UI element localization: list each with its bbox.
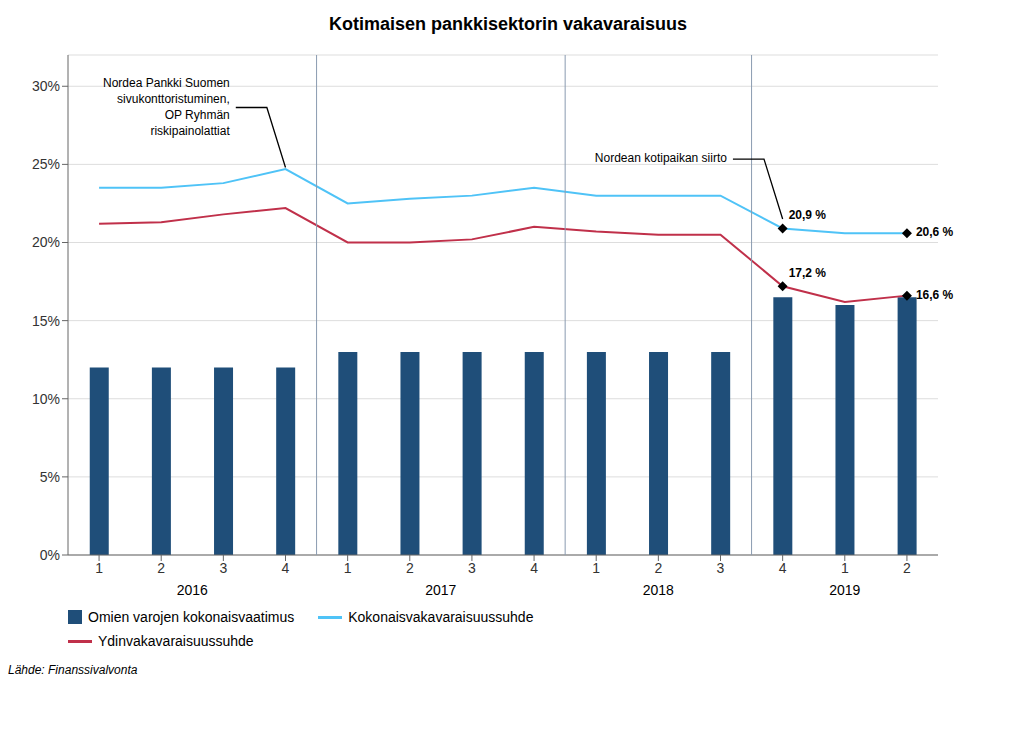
svg-text:30%: 30% (32, 78, 60, 94)
html-text:Ydinvakavaraisuussuhde: Ydinvakavaraisuussuhde (98, 633, 254, 649)
svg-text:2: 2 (903, 560, 911, 576)
svg-text:Nordea Pankki Suomensivukontto: Nordea Pankki Suomensivukonttoristuminen… (103, 76, 230, 138)
svg-text:17,2 %: 17,2 % (789, 266, 827, 280)
html-text:Kotimaisen pankkisektorin vaka: Kotimaisen pankkisektorin vakavaraisuus (328, 14, 688, 34)
svg-text:3: 3 (468, 560, 476, 576)
svg-text:2: 2 (654, 560, 662, 576)
svg-text:3: 3 (717, 560, 725, 576)
svg-text:20,6 %: 20,6 % (916, 225, 954, 239)
svg-text:1: 1 (841, 560, 849, 576)
html-text:Omien varojen kokonaisvaatimus: Omien varojen kokonaisvaatimus (88, 609, 295, 625)
svg-text:25%: 25% (32, 156, 60, 172)
svg-text:16,6 %: 16,6 % (916, 288, 954, 302)
svg-text:2017: 2017 (425, 582, 456, 598)
svg-text:Nordean kotipaikan siirto: Nordean kotipaikan siirto (595, 151, 727, 165)
svg-text:2019: 2019 (829, 582, 860, 598)
svg-text:1: 1 (95, 560, 103, 576)
svg-text:2016: 2016 (177, 582, 208, 598)
svg-text:1: 1 (592, 560, 600, 576)
html-text:Lähde: Finanssivalvonta: Lähde: Finanssivalvonta (8, 663, 138, 677)
svg-text:4: 4 (282, 560, 290, 576)
svg-text:4: 4 (530, 560, 538, 576)
svg-text:1: 1 (344, 560, 352, 576)
html-text:Kokonaisvakavaraisuussuhde: Kokonaisvakavaraisuussuhde (348, 609, 534, 625)
svg-text:0%: 0% (40, 547, 60, 563)
svg-text:10%: 10% (32, 391, 60, 407)
svg-text:20,9 %: 20,9 % (789, 208, 827, 222)
svg-text:4: 4 (779, 560, 787, 576)
svg-text:2: 2 (157, 560, 165, 576)
svg-text:15%: 15% (32, 313, 60, 329)
svg-text:2: 2 (406, 560, 414, 576)
svg-text:5%: 5% (40, 469, 60, 485)
svg-text:3: 3 (219, 560, 227, 576)
svg-text:2018: 2018 (643, 582, 674, 598)
svg-text:20%: 20% (32, 234, 60, 250)
